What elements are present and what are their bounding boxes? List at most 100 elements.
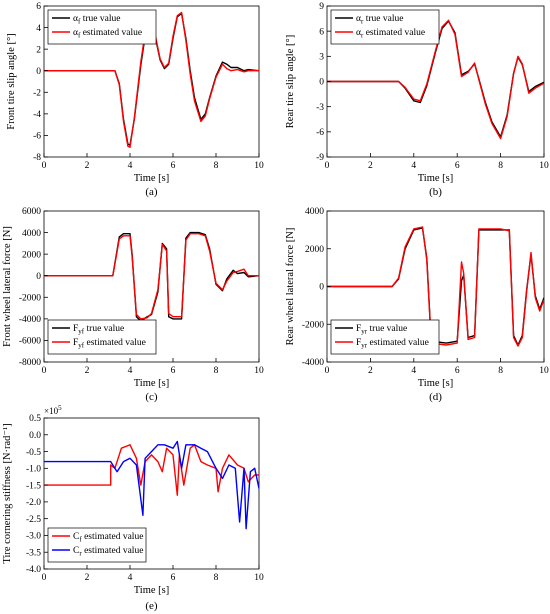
x-tick-label: 10 [254, 161, 264, 171]
y-tick-label: -2 [33, 88, 41, 98]
series-group [327, 19, 544, 140]
legend-entry: αr true value [356, 14, 403, 26]
x-tick-label: 4 [411, 366, 416, 376]
x-axis-label: Time [s] [134, 173, 170, 184]
x-tick-label: 2 [85, 161, 90, 171]
y-tick-label: 0 [319, 78, 324, 88]
y-tick-label: -6 [33, 132, 41, 142]
x-tick-label: 0 [42, 161, 47, 171]
y-tick-label: 6 [319, 27, 324, 37]
panel-caption: (a) [145, 186, 158, 198]
y-tick-label: -2.5 [26, 515, 41, 525]
legend-entry: Fyf estimated value [73, 338, 146, 350]
series-line-second [44, 440, 259, 530]
y-axis-label: Rear wheel lateral force [N] [285, 228, 296, 346]
y-tick-label: 2000 [305, 245, 324, 255]
legend-entry: Cf estimated value [73, 532, 143, 544]
x-tick-label: 4 [128, 161, 133, 171]
x-tick-label: 6 [455, 161, 460, 171]
y-tick-label: 6000 [22, 207, 41, 217]
x-tick-label: 10 [539, 366, 549, 376]
y-tick-label: -8000 [19, 358, 41, 368]
y-tick-label: 0 [36, 67, 41, 77]
x-tick-label: 6 [171, 161, 176, 171]
legend: Cf estimated value Cr estimated value [47, 527, 147, 563]
x-tick-label: 0 [42, 366, 47, 376]
y-tick-label: -2000 [302, 320, 324, 330]
legend-entry: Fyr estimated value [356, 338, 429, 350]
plot-frame [43, 5, 260, 158]
y-tick-label: -4000 [19, 315, 41, 325]
x-tick-label: 4 [128, 366, 133, 376]
x-tick-label: 0 [325, 366, 330, 376]
y-tick-label: 2000 [22, 250, 41, 260]
y-tick-label: 0.5 [29, 414, 41, 424]
y-tick-label: -6000 [19, 337, 41, 347]
legend: Fyf true value Fyf estimated value [47, 319, 157, 355]
x-tick-label: 0 [325, 161, 330, 171]
x-tick-label: 2 [368, 161, 373, 171]
y-axis-label: Front tire slip angle [°] [6, 33, 17, 129]
series-line-first [44, 231, 259, 322]
x-tick-label: 10 [254, 366, 264, 376]
panel-caption: (c) [145, 391, 158, 403]
series-line-second [44, 232, 259, 320]
y-tick-label: 0 [36, 272, 41, 282]
legend-entry: Fyr true value [356, 324, 407, 336]
y-tick-label: 6 [36, 2, 41, 12]
y-tick-label: 4000 [22, 229, 41, 239]
legend-entry: Cr estimated value [73, 546, 143, 558]
y-tick-label: -1.5 [26, 481, 41, 491]
y-tick-label: -1.0 [26, 465, 41, 475]
y-tick-label: 0 [319, 283, 324, 293]
x-tick-label: 4 [128, 573, 133, 583]
x-tick-label: 8 [214, 366, 219, 376]
x-tick-label: 0 [42, 573, 47, 583]
y-tick-label: -3.0 [26, 532, 41, 542]
panel-d: 0 2 4 6 8 10 4000 2000 0 -2000 -4000 Time [s] Rear w… [285, 207, 549, 403]
x-tick-label: 8 [214, 161, 219, 171]
plot-frame [43, 210, 260, 363]
series-line-second [327, 226, 544, 347]
y-tick-label: -8 [33, 153, 41, 163]
y-tick-label: -3.5 [26, 548, 41, 558]
panel-caption: (d) [429, 391, 442, 403]
x-tick-label: 8 [498, 161, 503, 171]
x-axis-label: Time [s] [134, 585, 170, 596]
legend-entry: αr estimated value [356, 28, 425, 40]
panel-caption: (e) [145, 600, 158, 612]
y-tick-label: 2 [36, 45, 41, 55]
legend: αf true value αf estimated value [47, 9, 157, 45]
x-tick-label: 4 [411, 161, 416, 171]
y-tick-label: -0.5 [26, 448, 41, 458]
legend: Fyr true value Fyr estimated value [330, 319, 440, 355]
x-tick-label: 10 [539, 161, 549, 171]
legend-entry: αf estimated value [73, 28, 142, 40]
plot-frame [43, 417, 260, 570]
x-axis-label: Time [s] [418, 173, 454, 184]
series-line-second [327, 19, 544, 140]
panel-a: 0 2 4 6 8 10 6 4 2 0 -2 -4 -6 -8 Time [s] Front tire sl… [6, 2, 264, 198]
y-tick-label: -6 [316, 128, 324, 138]
y-tick-label: 4 [36, 24, 41, 34]
legend-box [330, 319, 440, 355]
x-tick-label: 10 [254, 573, 264, 583]
legend-entry: Fyf true value [73, 324, 124, 336]
y-axis-label: Tire cornering stiffness [N·rad⁻¹] [2, 423, 13, 563]
x-axis-label: Time [s] [418, 378, 454, 389]
y-tick-label: -3 [316, 103, 324, 113]
x-tick-label: 2 [85, 366, 90, 376]
x-tick-label: 6 [455, 366, 460, 376]
y-tick-label: -2000 [19, 293, 41, 303]
series-line-second [44, 11, 259, 149]
x-axis-label: Time [s] [134, 378, 170, 389]
legend-box [47, 319, 157, 355]
legend: αr true value αr estimated value [330, 9, 440, 45]
legend-box [47, 9, 157, 45]
series-group [327, 226, 544, 347]
legend-box [47, 527, 147, 563]
x-tick-label: 6 [171, 573, 176, 583]
panel-e: 0 2 4 6 8 10 0.5 0.0 -0.5 -1.0 -1.5 -2.0 -2.5 -3.0 -3.… [2, 404, 264, 612]
panel-c: 0 2 4 6 8 10 6000 4000 2000 0 -2000 -4000 -6000 -8000… [2, 207, 264, 403]
